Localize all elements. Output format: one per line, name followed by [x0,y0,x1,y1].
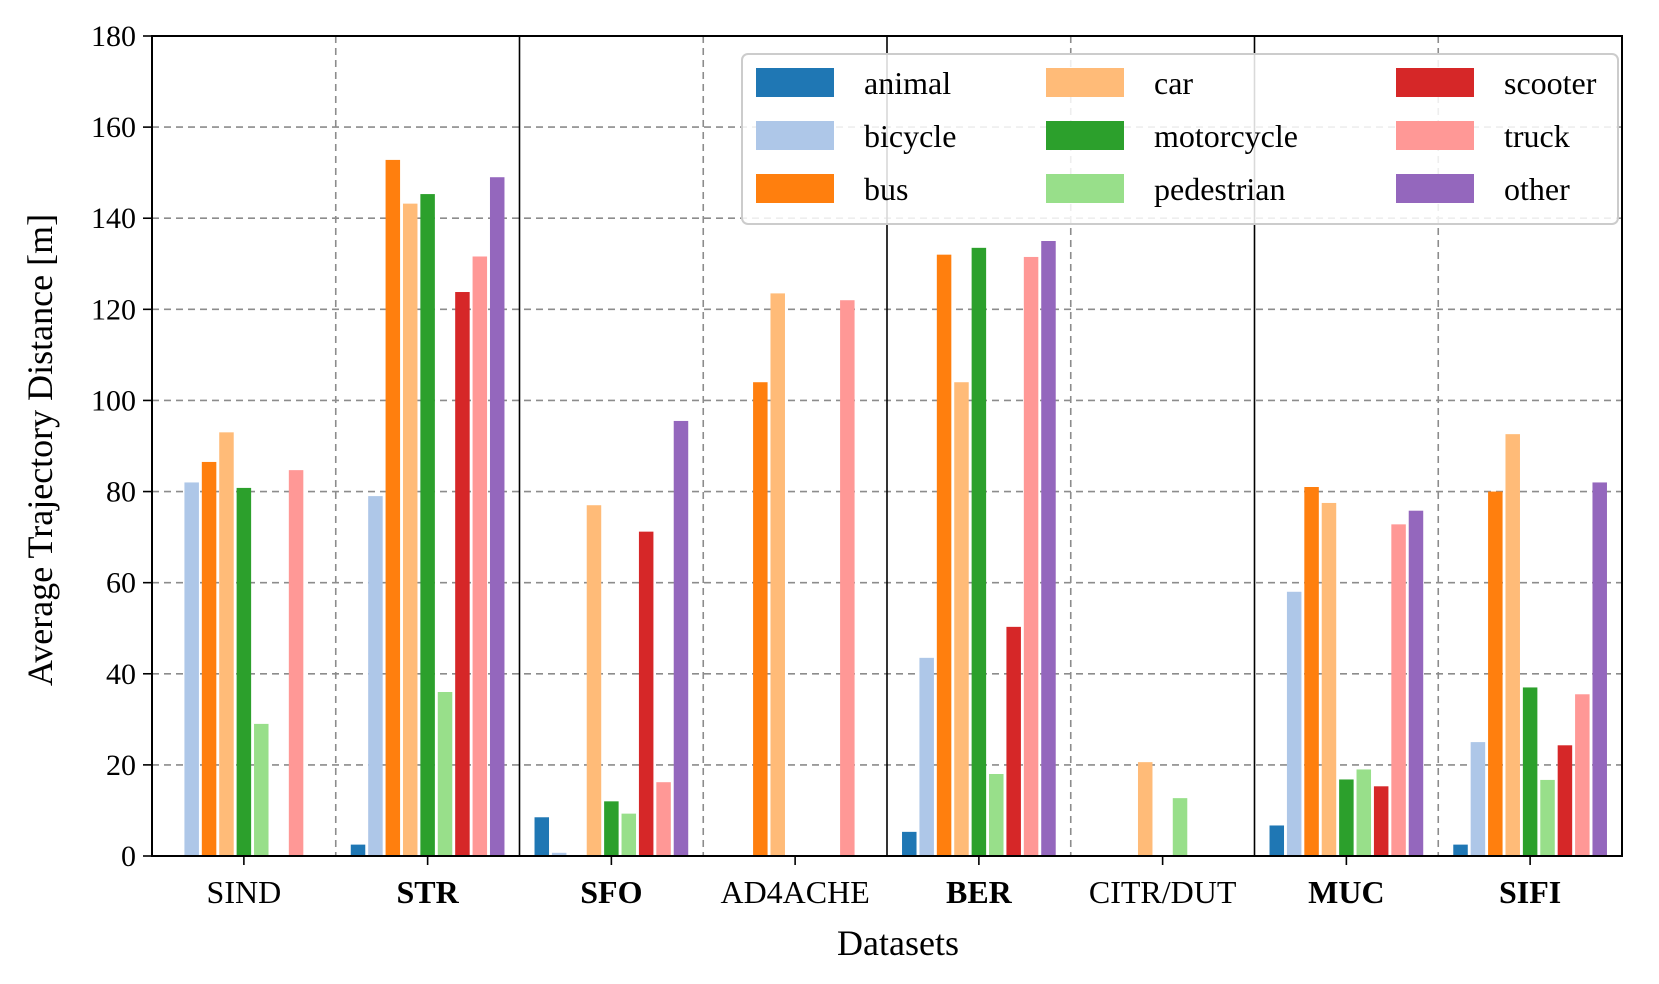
y-tick-label: 120 [91,293,136,326]
bar-other [1041,241,1056,856]
bar-scooter [1006,626,1021,856]
bar-animal [1269,825,1285,856]
bar-scooter [638,531,654,856]
legend-swatch-scooter [1396,68,1474,97]
bar-bus [753,382,768,856]
bar-scooter [1557,745,1573,856]
legend-swatch-motorcycle [1046,121,1124,150]
legend-swatch-car [1046,68,1124,97]
legend-label-car: car [1154,65,1193,101]
bar-pedestrian [1540,779,1555,856]
bar-truck [1391,524,1406,856]
bar-car [1137,762,1153,856]
axes: 0 20 40 60 80 100 120 140 160 180 SIND STR SFO AD4ACH… [91,20,1623,910]
bar-bus [1488,491,1503,856]
legend-label-bus: bus [864,171,908,207]
bar-motorcycle [604,801,619,856]
plot-frame [151,35,1623,857]
legend-label-motorcycle: motorcycle [1154,118,1298,154]
bar-pedestrian [437,692,453,856]
legend-label-animal: animal [864,65,951,101]
bar-motorcycle [971,247,987,857]
bar-bus [201,461,217,856]
y-tick-label: 0 [121,840,136,873]
bar-car [402,203,418,857]
bar-car [1505,434,1520,856]
bar-animal [1453,844,1468,856]
legend-swatch-pedestrian [1046,174,1124,203]
bar-car [954,382,969,856]
bar-bicycle [368,496,383,856]
bar-bus [1304,487,1319,856]
legend: animal bicycle bus car motorcycle pedestrian s… [741,53,1619,225]
legend-label-pedestrian: pedestrian [1154,171,1286,207]
bar-truck [1023,256,1039,856]
x-tick-label: SFO [580,874,642,910]
y-tick-label: 160 [91,111,136,144]
bar-scooter [1373,786,1389,856]
y-tick-label: 40 [106,658,136,691]
x-tick-label: AD4ACHE [720,874,869,910]
bar-car [1321,502,1337,856]
bar-pedestrian [1172,798,1188,856]
x-tick-label: BER [946,874,1013,910]
y-tick-label: 20 [106,749,136,782]
bar-pedestrian [989,774,1004,856]
legend-swatch-bus [756,174,834,203]
y-tick-label: 80 [106,476,136,509]
bar-scooter [455,292,470,856]
x-tick-label: SIFI [1499,874,1561,910]
bar-motorcycle [1339,779,1354,856]
y-tick-label: 60 [106,567,136,600]
bar-truck [288,470,304,856]
bar-car [770,293,785,856]
bar-bicycle [919,657,934,856]
bar-other [489,177,505,856]
x-axis-label: Datasets [837,923,959,963]
bar-animal [350,844,366,856]
bar-car [586,505,602,856]
bar-car [219,432,234,856]
bar-truck [656,782,671,856]
bar-other [1592,482,1607,856]
legend-label-bicycle: bicycle [864,118,956,154]
bar-animal [902,831,917,856]
legend-swatch-animal [756,68,834,97]
y-axis-label: Average Trajectory Distance [m] [20,214,60,686]
x-tick-label: SIND [207,874,282,910]
bar-motorcycle [236,487,252,856]
bar-bicycle [551,852,567,856]
legend-label-other: other [1504,171,1570,207]
bar-bicycle [184,482,199,856]
x-tick-label: MUC [1308,874,1384,910]
bar-motorcycle [1522,687,1538,856]
bar-pedestrian [254,723,269,856]
bar-other [673,420,689,856]
y-tick-label: 180 [91,20,136,53]
bar-animal [534,817,550,856]
bar-bicycle [1286,591,1302,856]
legend-swatch-truck [1396,121,1474,150]
legend-label-scooter: scooter [1504,65,1597,101]
bar-pedestrian [1356,769,1372,856]
y-tick-label: 100 [91,384,136,417]
bar-pedestrian [621,813,637,856]
legend-swatch-other [1396,174,1474,203]
bar-bus [936,254,952,856]
bar-bicycle [1470,742,1486,856]
bar-other [1408,510,1424,856]
legend-label-truck: truck [1504,118,1570,154]
bar-bus [385,159,401,856]
x-tick-label: CITR/DUT [1089,874,1237,910]
bar-truck [1575,694,1590,856]
x-tick-label: STR [397,874,460,910]
y-tick-label: 140 [91,202,136,235]
bar-truck [840,300,855,856]
bar-motorcycle [420,194,435,857]
bars [184,159,1607,857]
legend-swatch-bicycle [756,121,834,150]
bar-truck [472,256,488,856]
